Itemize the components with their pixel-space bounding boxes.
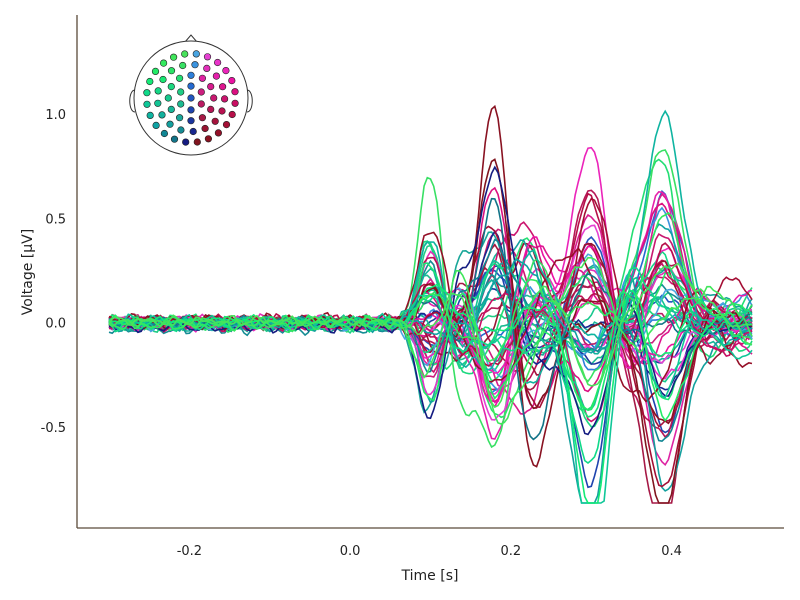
sensor-dot [164, 94, 172, 102]
sensor-dot [214, 129, 222, 137]
sensor-dot [214, 58, 222, 67]
sensor-dot [167, 67, 176, 75]
sensor-dot [187, 94, 195, 102]
sensor-dot [228, 76, 236, 85]
sensor-dot [177, 88, 185, 96]
sensor-dot [222, 120, 231, 129]
sensor-dot [201, 124, 209, 133]
sensor-dot [187, 117, 195, 125]
channel-trace [108, 283, 753, 504]
sensor-dot [193, 138, 201, 146]
sensor-dot [182, 138, 190, 146]
head-right-ear [246, 89, 253, 113]
y-ticks: -0.5 0.0 0.5 1.0 [41, 108, 66, 436]
sensor-dot [207, 82, 215, 91]
sensor-dot [151, 67, 160, 75]
sensor-dot [167, 82, 175, 91]
sensor-dot [154, 87, 162, 95]
sensor-dot [228, 110, 236, 119]
sensor-dot [203, 64, 211, 72]
sensor-dot [207, 105, 215, 113]
sensor-dot [197, 88, 205, 96]
sensor-dot [143, 100, 151, 108]
sensor-dot [146, 111, 154, 119]
sensor-dot [219, 83, 227, 91]
y-tick-label: 1.0 [45, 108, 66, 123]
sensor-dot [218, 107, 226, 115]
sensor-topomap-legend [129, 34, 253, 156]
x-tick-label: 0.0 [340, 544, 361, 559]
channel-trace [108, 231, 753, 403]
channel-trace [108, 256, 753, 425]
sensor-dot [198, 74, 206, 82]
sensor-dot [146, 77, 154, 86]
y-tick-label: 0.5 [45, 212, 66, 227]
sensor-dot [187, 71, 195, 79]
sensor-dot [231, 88, 239, 96]
sensor-dot [203, 53, 212, 61]
y-axis-title: Voltage [μV] [20, 229, 36, 315]
sensor-dot [187, 106, 195, 114]
sensor-dot [160, 129, 168, 138]
channel-trace [108, 104, 753, 468]
channel-trace [108, 262, 753, 409]
sensor-dot [198, 114, 206, 122]
sensor-dot [191, 61, 199, 69]
sensor-dot [154, 99, 162, 107]
sensor-dot [212, 72, 220, 80]
sensor-dot [197, 100, 205, 108]
x-tick-label: 0.2 [501, 544, 522, 559]
sensor-dot [176, 74, 184, 82]
sensor-dot [181, 50, 189, 58]
channel-trace [108, 259, 753, 356]
y-tick-label: -0.5 [41, 421, 66, 436]
x-axis-title: Time [s] [401, 568, 459, 584]
sensor-dot [189, 127, 197, 136]
head-nose [184, 34, 198, 43]
sensor-dot [231, 99, 239, 107]
sensor-dot [187, 82, 195, 90]
sensor-dot [176, 114, 184, 122]
channel-trace [109, 236, 753, 408]
y-tick-label: 0.0 [45, 317, 66, 332]
sensor-dot [159, 75, 167, 84]
sensor-dot [167, 105, 175, 113]
sensor-dot [221, 95, 229, 103]
sensor-dot [166, 120, 174, 128]
sensor-dot [158, 111, 166, 119]
sensor-dot [211, 117, 219, 125]
x-ticks: -0.2 0.0 0.2 0.4 [177, 544, 682, 559]
sensor-dot [152, 121, 160, 129]
x-tick-label: 0.4 [661, 544, 682, 559]
axes [76, 15, 784, 529]
sensor-dot [170, 53, 178, 61]
sensor-dot [170, 135, 179, 143]
channel-traces [108, 104, 753, 504]
sensor-dot [177, 100, 185, 108]
sensor-dot [210, 94, 218, 102]
sensor-dot [160, 59, 168, 67]
sensor-dot [192, 50, 200, 58]
sensor-dot [204, 135, 212, 143]
x-tick-label: -0.2 [177, 544, 202, 559]
sensor-dot [179, 61, 187, 70]
sensor-dot [177, 126, 185, 134]
sensor-dot [143, 89, 151, 97]
head-left-ear [129, 89, 136, 113]
sensor-dot [222, 66, 230, 75]
